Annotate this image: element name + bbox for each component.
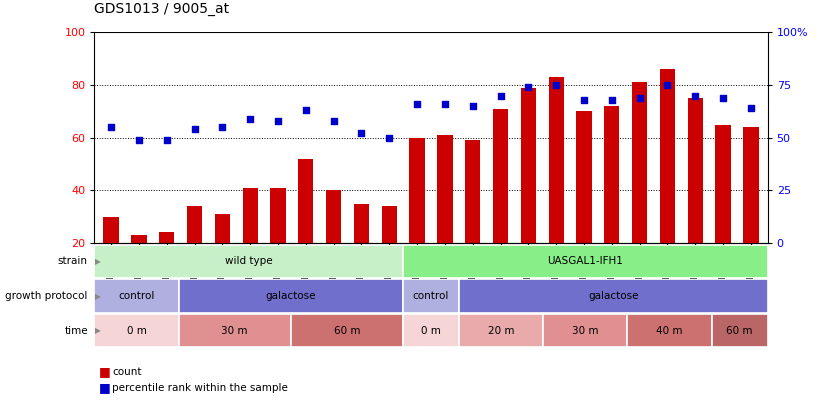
Bar	[103, 217, 119, 243]
Bar	[187, 206, 202, 243]
Bar	[94, 245, 403, 278]
Bar	[354, 203, 369, 243]
Text: count: count	[112, 367, 142, 377]
Bar	[715, 125, 731, 243]
Text: 0 m: 0 m	[126, 326, 146, 336]
Bar	[179, 279, 403, 313]
Bar	[459, 279, 768, 313]
Point	[327, 117, 340, 124]
Bar	[660, 69, 675, 243]
Text: growth protocol: growth protocol	[6, 291, 88, 301]
Text: GDS1013 / 9005_at: GDS1013 / 9005_at	[94, 2, 230, 16]
Bar	[410, 138, 424, 243]
Text: 20 m: 20 m	[488, 326, 515, 336]
Bar	[242, 188, 258, 243]
Bar	[466, 140, 480, 243]
Text: galactose: galactose	[588, 291, 639, 301]
Bar	[326, 190, 342, 243]
Bar	[521, 88, 536, 243]
Bar	[270, 188, 286, 243]
Point	[355, 130, 368, 137]
Point	[300, 107, 313, 113]
Text: control: control	[413, 291, 449, 301]
Point	[605, 96, 618, 103]
Text: time: time	[64, 326, 88, 336]
Bar	[403, 245, 768, 278]
Point	[244, 115, 257, 122]
Bar	[159, 232, 174, 243]
Bar	[544, 314, 627, 347]
Text: 30 m: 30 m	[222, 326, 248, 336]
Bar	[403, 279, 459, 313]
Bar	[382, 206, 397, 243]
Point	[745, 105, 758, 111]
Text: 60 m: 60 m	[727, 326, 753, 336]
Text: ▶: ▶	[95, 292, 101, 301]
Point	[188, 126, 201, 132]
Text: strain: strain	[57, 256, 88, 266]
Bar	[712, 314, 768, 347]
Text: 60 m: 60 m	[333, 326, 360, 336]
Point	[132, 136, 145, 143]
Text: ■: ■	[99, 365, 110, 378]
Bar	[179, 314, 291, 347]
Point	[633, 94, 646, 101]
Text: UASGAL1-IFH1: UASGAL1-IFH1	[548, 256, 623, 266]
Bar	[627, 314, 712, 347]
Bar	[215, 214, 230, 243]
Text: ▶: ▶	[95, 257, 101, 266]
Bar	[403, 314, 459, 347]
Bar	[94, 314, 179, 347]
Text: 30 m: 30 m	[572, 326, 599, 336]
Bar	[604, 106, 620, 243]
Point	[104, 124, 117, 130]
Point	[438, 101, 452, 107]
Point	[661, 82, 674, 88]
Point	[689, 92, 702, 99]
Point	[410, 101, 424, 107]
Text: galactose: galactose	[265, 291, 316, 301]
Bar	[688, 98, 703, 243]
Bar	[131, 235, 147, 243]
Point	[216, 124, 229, 130]
Point	[577, 96, 590, 103]
Point	[494, 92, 507, 99]
Text: control: control	[118, 291, 154, 301]
Bar	[548, 77, 564, 243]
Bar	[94, 279, 179, 313]
Text: ■: ■	[99, 382, 110, 394]
Point	[549, 82, 562, 88]
Bar	[438, 135, 452, 243]
Point	[160, 136, 173, 143]
Point	[272, 117, 285, 124]
Bar	[298, 159, 314, 243]
Text: 40 m: 40 m	[656, 326, 683, 336]
Text: ▶: ▶	[95, 326, 101, 335]
Bar	[576, 111, 592, 243]
Bar	[459, 314, 544, 347]
Point	[717, 94, 730, 101]
Bar	[632, 83, 647, 243]
Point	[522, 84, 535, 90]
Point	[383, 134, 396, 141]
Bar	[291, 314, 403, 347]
Text: 0 m: 0 m	[421, 326, 441, 336]
Text: percentile rank within the sample: percentile rank within the sample	[112, 383, 288, 393]
Bar	[743, 127, 759, 243]
Point	[466, 103, 479, 109]
Text: wild type: wild type	[225, 256, 273, 266]
Bar	[493, 109, 508, 243]
